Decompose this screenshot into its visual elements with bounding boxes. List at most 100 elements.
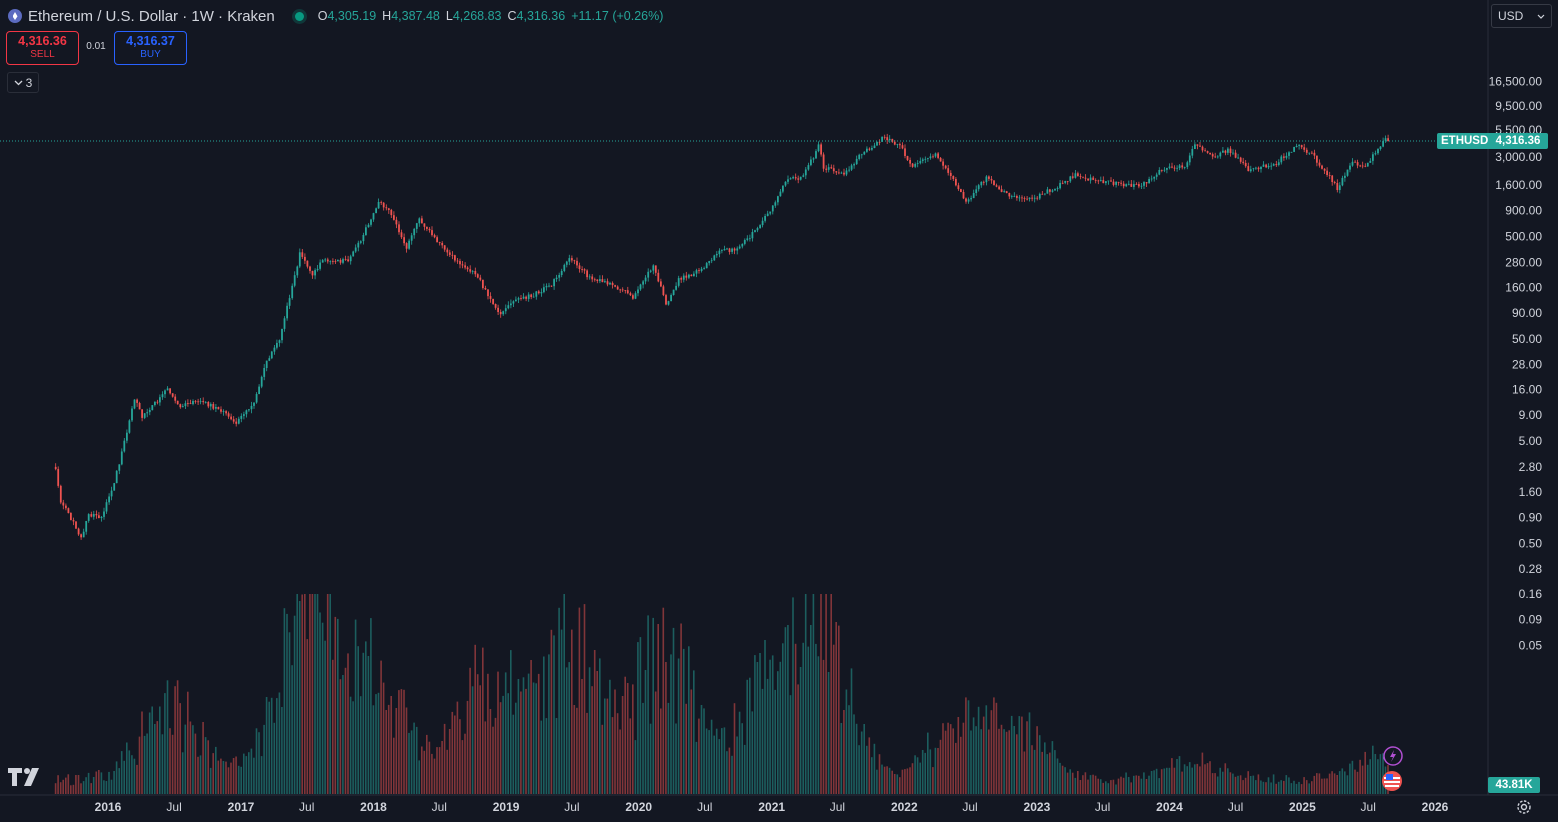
volume-bar xyxy=(1054,750,1056,794)
volume-bar xyxy=(494,717,497,794)
volume-bar xyxy=(1105,781,1107,794)
candle-body xyxy=(522,296,525,299)
candle-body xyxy=(705,263,708,269)
candle-body xyxy=(545,285,548,288)
volume-bar xyxy=(1135,775,1138,794)
candle-body xyxy=(738,246,741,249)
candle-body xyxy=(1257,167,1260,170)
volume-bar xyxy=(110,779,113,794)
candle-body xyxy=(217,407,220,410)
candle-body xyxy=(1349,165,1351,170)
sell-button[interactable]: 4,316.36 SELL xyxy=(6,31,79,65)
volume-bar xyxy=(685,703,687,794)
candle-body xyxy=(176,400,179,405)
candle-body xyxy=(1059,182,1061,189)
candle-body xyxy=(1092,177,1095,180)
buy-button[interactable]: 4,316.37 BUY xyxy=(114,31,187,65)
candle-body xyxy=(309,266,311,271)
volume-bar xyxy=(629,718,632,794)
symbol-title[interactable]: Ethereum / U.S. Dollar · 1W · Kraken xyxy=(28,7,275,25)
candle-body xyxy=(326,259,329,262)
candle-body xyxy=(1176,167,1178,169)
volume-bar xyxy=(1298,781,1300,794)
volume-bar xyxy=(1257,774,1260,794)
candle-body xyxy=(387,208,390,210)
us-flag-icon[interactable] xyxy=(1380,769,1404,793)
volume-bar xyxy=(886,766,888,794)
candle-body xyxy=(57,469,60,486)
candle-body xyxy=(1171,166,1173,168)
candle-body xyxy=(1000,189,1003,192)
volume-bar xyxy=(558,607,560,794)
volume-bar xyxy=(1247,771,1249,794)
candle-body xyxy=(1038,193,1041,199)
volume-bar xyxy=(324,640,326,794)
candle-body xyxy=(649,270,652,272)
volume-bar xyxy=(868,737,871,794)
volume-bar xyxy=(596,671,598,794)
candle-body xyxy=(599,279,601,282)
volume-bar xyxy=(866,745,868,794)
candle-body xyxy=(596,279,599,281)
candle-body xyxy=(1181,165,1184,168)
volume-bar xyxy=(848,705,850,794)
candle-body xyxy=(1277,162,1280,165)
candle-body xyxy=(72,520,75,522)
volume-bar xyxy=(850,668,853,794)
candle-body xyxy=(1066,181,1069,182)
volume-bar xyxy=(520,691,522,794)
candle-body xyxy=(1328,175,1331,176)
candle-body xyxy=(685,275,688,278)
candle-body xyxy=(237,418,240,424)
volume-bar xyxy=(181,752,184,794)
volume-bar xyxy=(616,713,619,794)
candle-body xyxy=(1188,155,1191,163)
volume-bar xyxy=(298,601,301,794)
volume-bar xyxy=(1092,774,1094,794)
candle-body xyxy=(1280,156,1283,163)
candle-body xyxy=(1135,184,1138,185)
volume-bar xyxy=(1224,763,1227,794)
volume-bar xyxy=(1110,780,1112,794)
currency-select[interactable]: USD xyxy=(1491,4,1552,28)
volume-bar xyxy=(741,723,743,794)
indicators-collapse-button[interactable]: 3 xyxy=(7,72,39,93)
market-status-icon[interactable] xyxy=(294,11,304,21)
candle-body xyxy=(588,276,591,278)
volume-bar xyxy=(560,629,563,794)
gear-icon[interactable] xyxy=(1515,798,1533,816)
candle-body xyxy=(1318,162,1321,166)
lightning-icon[interactable] xyxy=(1380,744,1404,768)
candle-body xyxy=(375,208,377,214)
volume-bar xyxy=(601,724,604,794)
candle-body xyxy=(443,245,446,250)
price-tick-label: 9.00 xyxy=(1519,408,1543,422)
candle-body xyxy=(507,305,510,309)
candle-body xyxy=(832,168,835,172)
volume-bar xyxy=(179,703,181,794)
spread-value: 0.01 xyxy=(86,41,106,52)
volume-bar xyxy=(614,689,616,794)
candle-body xyxy=(1021,197,1023,199)
tradingview-logo-icon[interactable] xyxy=(6,762,42,790)
time-axis[interactable]: 2016 Jul 2017 Jul 2018 Jul 2019 Jul 2020 Jul 2021 J… xyxy=(95,800,1449,814)
candle-body xyxy=(820,144,822,155)
volume-bar xyxy=(611,717,614,794)
volume-bar xyxy=(698,718,700,794)
candle-body xyxy=(1127,183,1130,185)
candle-body xyxy=(431,230,433,236)
volume-bar xyxy=(812,594,815,794)
volume-bar xyxy=(924,752,926,794)
price-axis[interactable]: 16,500.009,500.005,500.003,000.001,600.0… xyxy=(1489,75,1543,653)
candle-body xyxy=(487,289,489,297)
volume-bar xyxy=(108,771,110,794)
candle-body xyxy=(1222,150,1224,153)
candle-body xyxy=(784,181,787,186)
candle-body xyxy=(1387,138,1389,141)
volume-bar xyxy=(367,656,370,794)
candle-body xyxy=(90,514,93,517)
volume-bar xyxy=(187,691,189,794)
candle-body xyxy=(120,451,123,465)
ethereum-icon xyxy=(8,9,22,23)
